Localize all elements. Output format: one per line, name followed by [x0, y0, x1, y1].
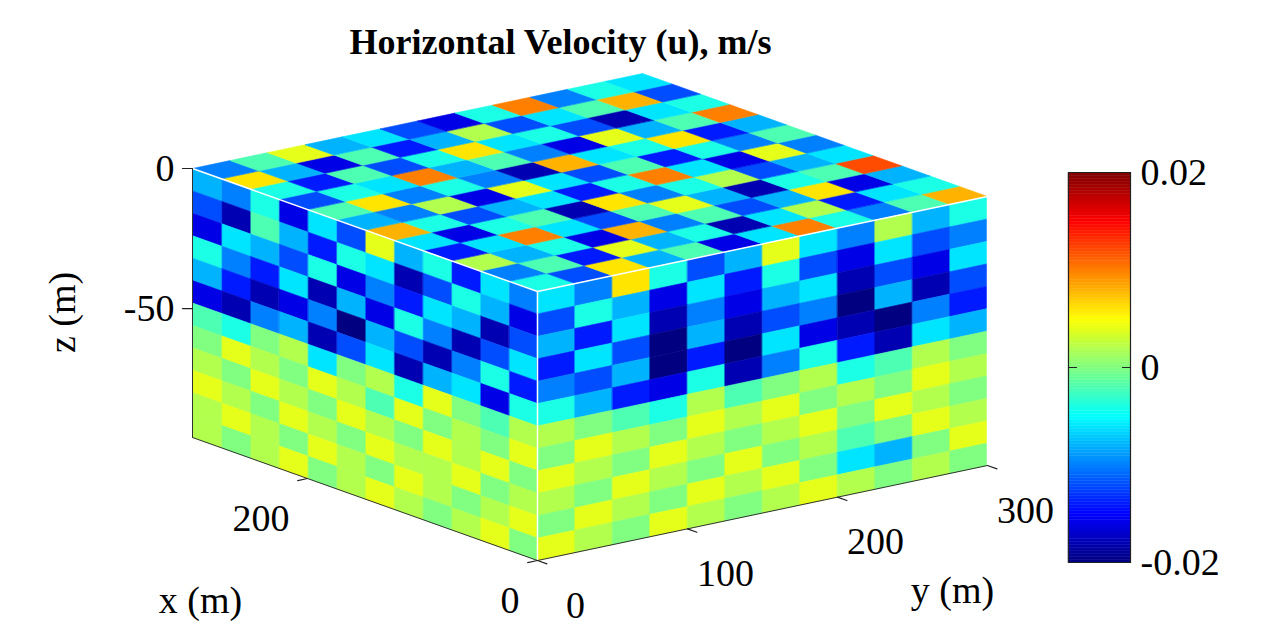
svg-text:0: 0	[1141, 346, 1160, 388]
svg-text:-0.02: -0.02	[1141, 541, 1220, 583]
svg-text:z (m): z (m)	[41, 272, 84, 353]
svg-text:x (m): x (m)	[159, 579, 242, 622]
svg-text:-50: -50	[124, 287, 175, 329]
svg-text:y (m): y (m)	[911, 569, 994, 612]
svg-text:200: 200	[233, 497, 290, 539]
svg-text:200: 200	[847, 520, 904, 562]
svg-text:100: 100	[697, 552, 754, 594]
svg-text:0: 0	[566, 584, 585, 626]
svg-text:Horizontal Velocity (u), m/s: Horizontal Velocity (u), m/s	[350, 22, 772, 62]
svg-text:0: 0	[156, 147, 175, 189]
svg-text:300: 300	[997, 489, 1054, 531]
svg-text:0: 0	[501, 579, 520, 621]
svg-text:0.02: 0.02	[1141, 151, 1208, 193]
